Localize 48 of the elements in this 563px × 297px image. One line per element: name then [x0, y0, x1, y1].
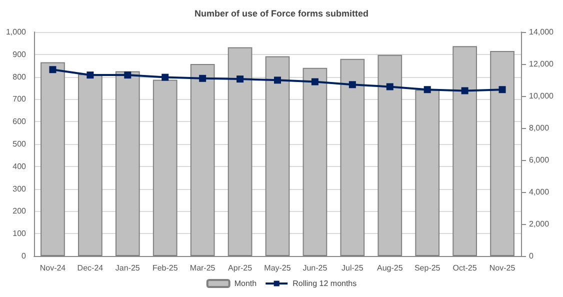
- y-tick-label: 500: [12, 140, 27, 148]
- x-tick-label: Apr-25: [228, 264, 253, 272]
- y2-tick-label: 14,000: [529, 28, 554, 36]
- x-tick-label: Mar-25: [190, 264, 216, 272]
- y-tick-label: 600: [12, 117, 27, 126]
- x-tick-label: Nov-25: [489, 264, 516, 272]
- y-tick-label: 300: [12, 184, 27, 194]
- point: [311, 78, 318, 86]
- point: [199, 74, 206, 82]
- y-tick-label: 0: [22, 252, 27, 260]
- point: [461, 87, 468, 94]
- point: [498, 86, 506, 94]
- y2-tick-label: 8,000: [529, 124, 550, 132]
- y2-tick-label: 2,000: [529, 220, 550, 228]
- point: [236, 76, 244, 83]
- x-tick-label: Jun-25: [302, 264, 328, 272]
- point: [162, 74, 169, 81]
- x-tick-label: May-25: [264, 264, 292, 272]
- point: [274, 76, 281, 84]
- y-tick-label: 100: [12, 229, 27, 238]
- y2-tick-label: 10,000: [529, 92, 554, 100]
- point: [348, 81, 356, 88]
- x-tick-label: Oct-25: [452, 264, 478, 272]
- y2-tick-label: 6,000: [529, 156, 550, 164]
- y-tick-label: 800: [12, 72, 27, 82]
- y-tick-label: 900: [12, 50, 27, 59]
- x-tick-label: Jan-25: [115, 264, 140, 272]
- x-tick-label: Dec-24: [77, 264, 104, 272]
- point: [49, 66, 56, 74]
- point: [424, 86, 431, 94]
- chart-title: Number of use of Force forms submitted: [194, 8, 369, 18]
- y2-tick-label: 4,000: [529, 188, 550, 196]
- y-tick-label: 200: [12, 206, 27, 216]
- point: [124, 72, 132, 79]
- x-tick-label: Aug-25: [376, 264, 404, 272]
- x-tick-label: Sep-25: [414, 264, 441, 272]
- y-tick-label: 700: [12, 94, 27, 104]
- legend-label: Rolling 12 months: [292, 279, 357, 288]
- y2-tick-label: 12,000: [529, 60, 554, 68]
- y2-tick-label: 0: [529, 252, 534, 260]
- y-tick-label: 1,000: [6, 28, 27, 36]
- point: [386, 83, 394, 90]
- legend-label: Month: [234, 279, 257, 288]
- y-tick-label: 400: [12, 162, 27, 171]
- x-tick-label: Jul-25: [342, 264, 364, 272]
- x-tick-label: Nov-24: [40, 264, 66, 272]
- x-tick-label: Feb-25: [152, 264, 178, 272]
- point: [86, 72, 94, 79]
